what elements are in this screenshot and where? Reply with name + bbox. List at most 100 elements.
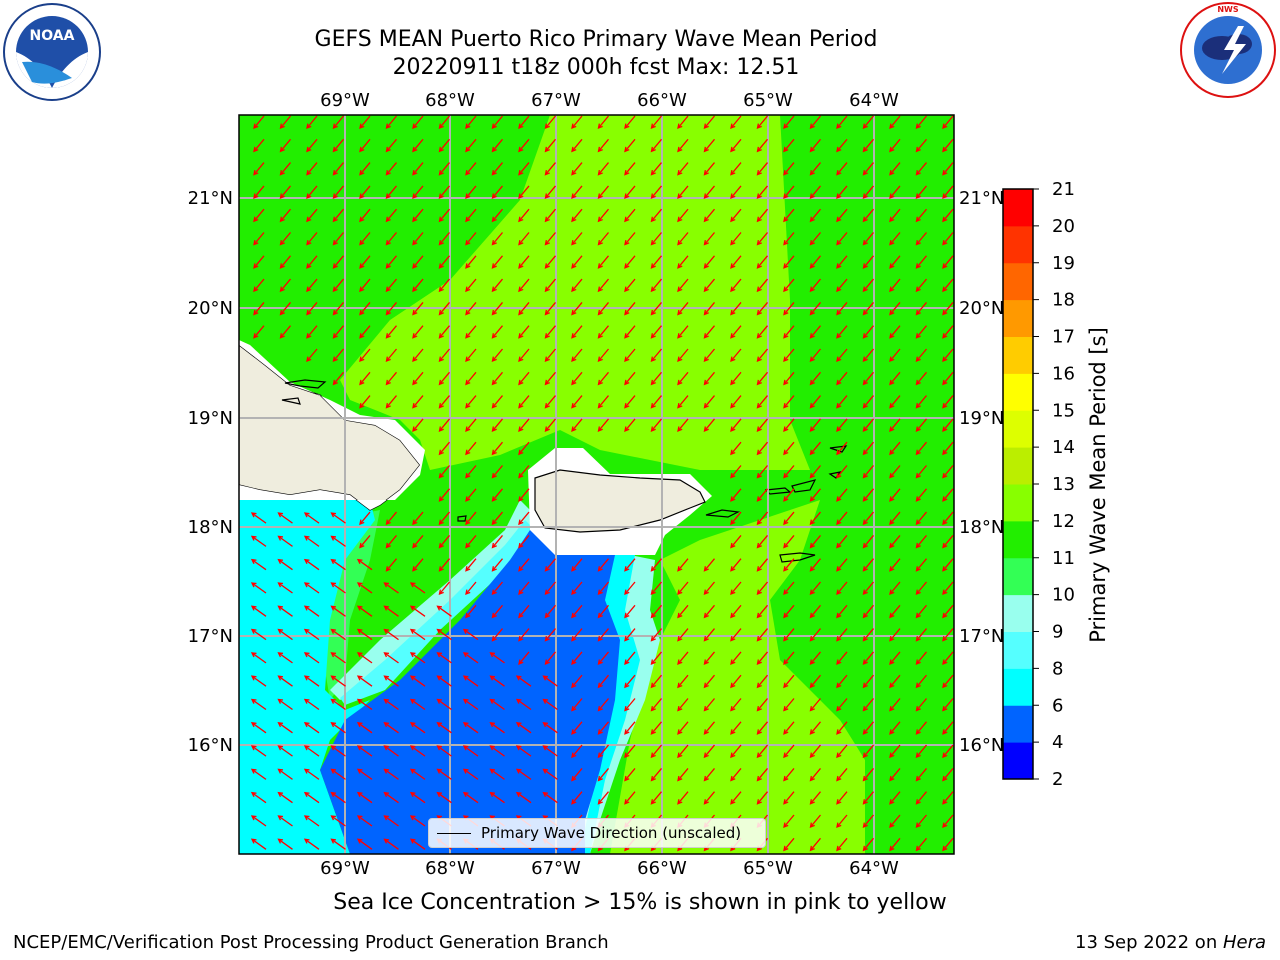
wave-direction-arrow (730, 791, 742, 805)
wave-direction-arrow (279, 301, 291, 316)
nws-logo-icon: NWS (1180, 2, 1276, 98)
wave-direction-arrow (915, 488, 927, 502)
wave-direction-arrow (250, 698, 267, 711)
wave-direction-arrow (597, 744, 609, 759)
wave-direction-arrow (836, 721, 848, 735)
wave-direction-arrow (783, 232, 795, 246)
island-turks-caicos (281, 379, 327, 405)
wave-direction-arrow (650, 138, 662, 153)
wave-direction-arrow (277, 512, 293, 524)
wave-direction-arrow (915, 628, 927, 642)
wave-direction-arrow (650, 628, 662, 642)
wave-direction-arrow (597, 698, 609, 712)
wave-direction-arrow (677, 698, 689, 712)
wave-direction-arrow (332, 278, 344, 293)
wave-direction-arrow (330, 745, 346, 757)
lon-label: 65°W (743, 90, 793, 111)
lon-label: 66°W (637, 858, 687, 879)
wave-direction-arrow (889, 628, 901, 642)
wave-direction-arrow (330, 652, 346, 664)
wave-direction-arrow (862, 138, 874, 153)
wave-direction-arrow (385, 162, 397, 176)
wave-direction-arrow (597, 138, 609, 153)
wave-direction-arrow (409, 628, 426, 641)
wave-direction-arrow (359, 208, 371, 223)
wave-direction-arrow (306, 301, 318, 316)
wave-direction-arrow (889, 465, 901, 479)
wave-direction-arrow (836, 814, 848, 829)
wave-direction-arrow (359, 371, 371, 386)
lat-label: 17°N (959, 626, 1004, 647)
wave-direction-arrow (518, 371, 530, 386)
wave-direction-arrow (303, 652, 320, 664)
wave-direction-arrow (385, 371, 397, 386)
wave-direction-arrow (809, 418, 821, 432)
colorbar-segment (1003, 225, 1033, 264)
wave-direction-arrow (491, 348, 503, 363)
wave-direction-arrow (465, 371, 477, 386)
wave-direction-arrow (942, 534, 954, 549)
wave-direction-arrow (544, 115, 556, 130)
wave-direction-arrow (385, 115, 397, 130)
wave-direction-arrow (359, 301, 371, 316)
wave-direction-arrow (385, 558, 397, 572)
wave-direction-arrow (942, 651, 954, 665)
wave-direction-arrow (783, 208, 795, 223)
wave-direction-arrow (836, 581, 848, 596)
wave-direction-arrow (438, 115, 450, 130)
wave-direction-arrow (624, 208, 636, 223)
lon-labels-bottom: 69°W 68°W 67°W 66°W 65°W 64°W (320, 858, 899, 879)
wave-direction-arrow (250, 722, 267, 734)
wave-direction-arrow (465, 348, 477, 363)
wave-direction-arrow (303, 791, 320, 804)
wave-direction-arrow (518, 604, 530, 619)
wave-direction-arrow (809, 651, 821, 665)
wave-direction-arrow (544, 418, 556, 432)
wave-direction-arrow (436, 675, 452, 687)
wave-direction-arrow (253, 208, 265, 223)
lon-label: 65°W (743, 858, 793, 879)
wave-direction-arrow (438, 301, 450, 316)
wave-direction-arrow (942, 604, 954, 619)
wave-direction-arrow (756, 325, 768, 339)
wave-direction-arrow (889, 185, 901, 199)
svg-text:NOAA: NOAA (30, 28, 75, 44)
wave-direction-arrow (836, 837, 848, 852)
wave-direction-arrow (303, 722, 320, 734)
wave-direction-arrow (438, 138, 450, 153)
wave-direction-arrow (489, 768, 505, 780)
wave-direction-arrow (359, 162, 371, 176)
lon-label: 67°W (531, 90, 581, 111)
wave-direction-arrow (409, 815, 426, 827)
wave-direction-arrow (730, 651, 742, 665)
wave-direction-arrow (862, 581, 874, 596)
wave-direction-arrow (438, 534, 450, 549)
wave-direction-arrow (412, 325, 424, 339)
colorbar-segment (1003, 262, 1033, 301)
wave-direction-arrow (862, 511, 874, 526)
wave-direction-arrow (862, 721, 874, 735)
wave-direction-arrow (489, 652, 505, 664)
wave-direction-arrow (836, 674, 848, 689)
wave-direction-arrow (571, 721, 583, 735)
wave-direction-arrow (915, 511, 927, 526)
wave-direction-arrow (518, 301, 530, 316)
wave-direction-arrow (489, 722, 505, 734)
wave-direction-arrow (650, 325, 662, 339)
wave-direction-arrow (836, 185, 848, 199)
wave-direction-arrow (250, 558, 267, 571)
wave-direction-arrow (889, 418, 901, 432)
wave-direction-arrow (836, 511, 848, 526)
wave-direction-arrow (783, 418, 795, 432)
wave-direction-arrow (544, 604, 556, 619)
wave-direction-arrow (571, 208, 583, 223)
wave-direction-arrow (624, 395, 636, 409)
wave-direction-arrow (303, 768, 320, 780)
wave-direction-arrow (356, 628, 373, 641)
wave-direction-arrow (703, 767, 715, 782)
wave-direction-arrow (809, 185, 821, 199)
wave-direction-arrow (942, 744, 954, 759)
wave-direction-arrow (730, 511, 742, 526)
wave-direction-arrow (677, 651, 689, 665)
wave-direction-arrow (677, 232, 689, 246)
